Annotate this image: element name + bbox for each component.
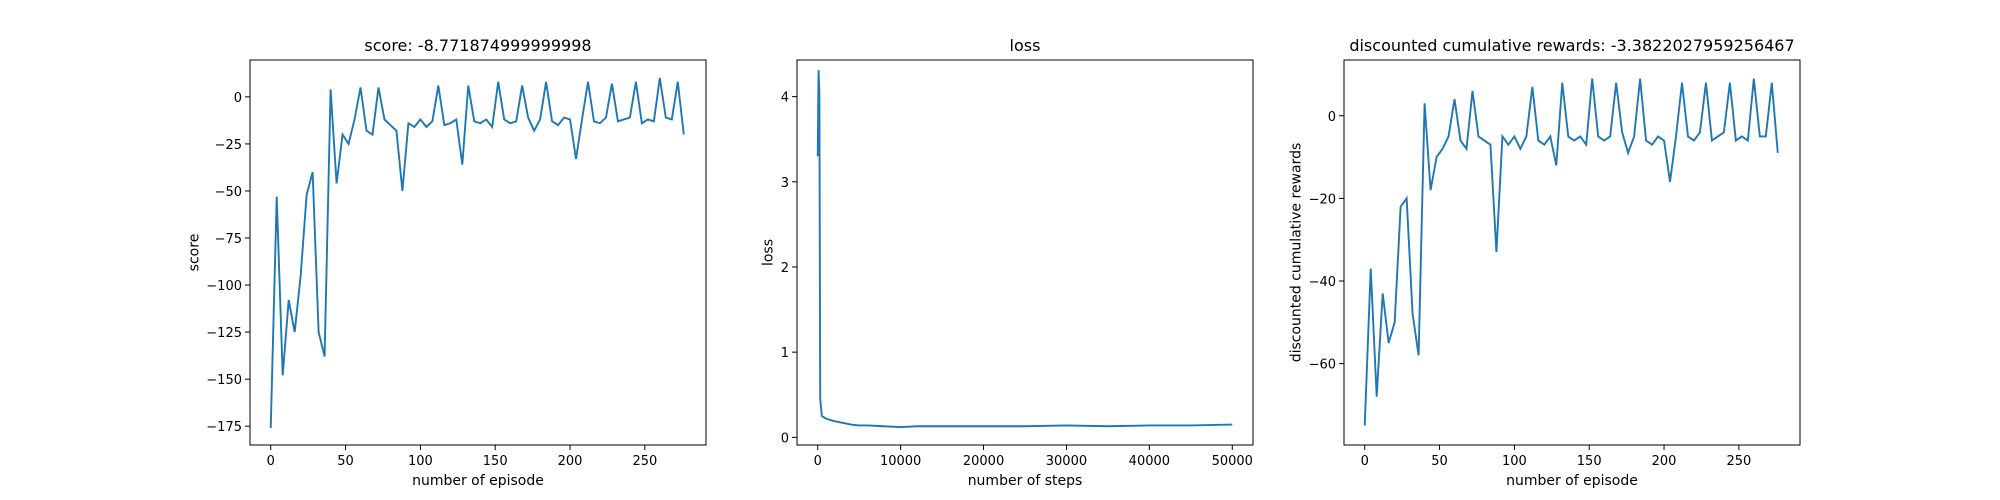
y-tick-label: −20	[1309, 192, 1336, 207]
x-tick-label: 250	[1726, 454, 1751, 469]
x-tick-label: 0	[814, 454, 822, 469]
y-tick-label: −100	[206, 279, 242, 294]
y-tick-label: 4	[781, 91, 789, 106]
data-line	[816, 70, 1233, 429]
x-tick-label: 0	[1361, 454, 1369, 469]
x-tick-label: 200	[1652, 454, 1677, 469]
x-tick-label: 50000	[1212, 454, 1253, 469]
axes-frame	[1343, 59, 1801, 446]
y-axis-label: loss	[761, 239, 777, 266]
x-tick-label: 200	[558, 454, 583, 469]
y-tick-label: −150	[206, 373, 242, 388]
x-tick-label: 150	[1577, 454, 1602, 469]
x-tick-label: 250	[632, 454, 657, 469]
y-tick-label: 0	[1328, 110, 1336, 125]
y-tick-label: 2	[781, 261, 789, 276]
y-tick-label: −75	[215, 232, 242, 247]
data-line	[1363, 78, 1779, 426]
y-tick-label: −25	[215, 138, 242, 153]
x-tick-label: 40000	[1129, 454, 1170, 469]
x-tick-label: 50	[337, 454, 354, 469]
y-tick-label: 0	[234, 91, 242, 106]
y-tick-label: −40	[1309, 275, 1336, 290]
y-tick-label: 1	[781, 346, 789, 361]
x-axis-label: number of episode	[412, 473, 544, 489]
x-tick-label: 150	[483, 454, 508, 469]
y-tick-label: 0	[781, 431, 789, 446]
x-axis-label: number of steps	[968, 473, 1083, 489]
y-tick-label: 3	[781, 176, 789, 191]
chart-title: loss	[1010, 36, 1041, 55]
x-tick-label: 100	[1502, 454, 1527, 469]
x-tick-label: 20000	[963, 454, 1004, 469]
y-tick-label: −175	[206, 420, 242, 435]
data-line	[269, 77, 685, 429]
x-tick-label: 50	[1431, 454, 1448, 469]
x-tick-label: 0	[267, 454, 275, 469]
x-tick-label: 100	[408, 454, 433, 469]
y-tick-label: −60	[1309, 358, 1336, 373]
x-tick-label: 10000	[880, 454, 921, 469]
axes-frame	[796, 59, 1254, 446]
y-axis-label: score	[186, 234, 202, 272]
chart-title: score: -8.771874999999998	[364, 36, 591, 55]
y-tick-label: −125	[206, 326, 242, 341]
x-tick-label: 30000	[1046, 454, 1087, 469]
axes-frame	[249, 59, 707, 446]
chart-title: discounted cumulative rewards: -3.382202…	[1349, 36, 1794, 55]
x-axis-label: number of episode	[1506, 473, 1638, 489]
y-axis-label: discounted cumulative rewards	[1289, 143, 1305, 363]
y-tick-label: −50	[215, 185, 242, 200]
